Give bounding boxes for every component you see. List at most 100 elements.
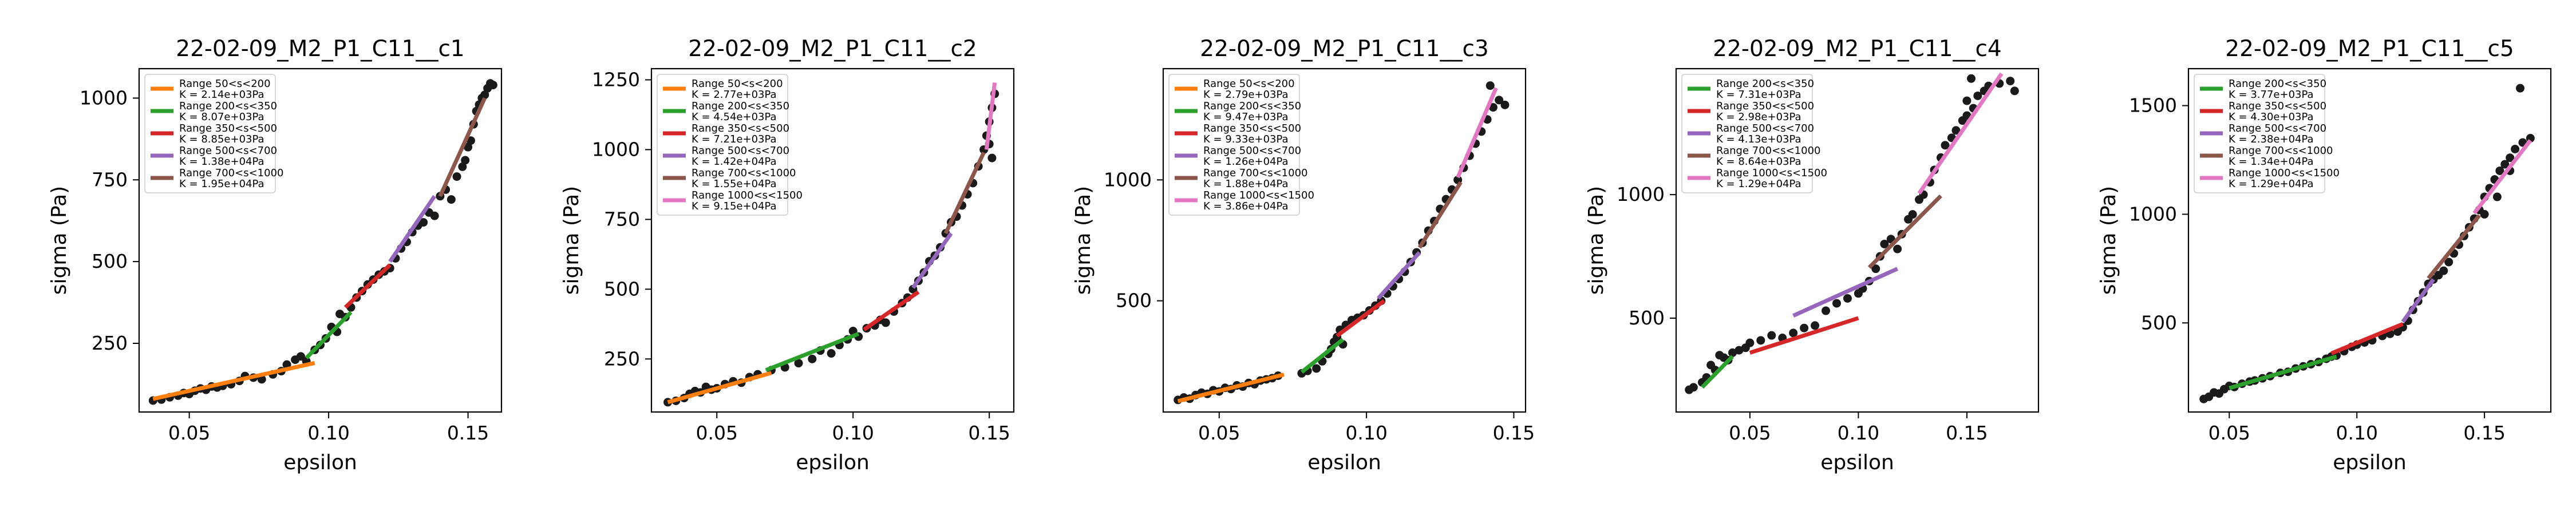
legend-modulus: K = 9.33e+03Pa [1203,133,1289,145]
data-point [1488,103,1498,112]
x-axis-label: epsilon [283,451,357,474]
y-tick-label: 1000 [80,86,128,109]
fit-line [765,332,859,373]
fit-line [343,263,392,309]
legend-label: Range 50<s<200 [179,78,271,90]
y-tick-label: 500 [2141,311,2177,334]
fit-line [863,290,920,331]
legend-modulus: K = 7.21e+03Pa [692,133,777,145]
data-point [1893,244,1902,253]
fit-line [2427,214,2481,280]
x-tick-label: 0.05 [2208,422,2250,444]
data-point [1689,383,1698,392]
data-point [1966,74,1976,83]
data-point [1767,331,1776,340]
data-point [1728,348,1737,357]
x-axis-label: epsilon [796,451,870,474]
legend-modulus: K = 2.79e+03Pa [1203,89,1289,101]
fit-line [2401,278,2435,323]
fit-line [305,311,353,360]
data-point [1962,96,1971,105]
y-tick-label: 500 [1116,290,1152,312]
y-tick-label: 1000 [592,138,640,160]
data-point [2506,153,2515,163]
data-point [1951,126,1961,135]
data-point [1485,81,1495,90]
legend-box [1168,74,1300,216]
fit-line [1456,87,1498,179]
legend-label: Range 500<s<700 [692,145,789,157]
legend-modulus: K = 4.54e+03Pa [692,111,777,123]
fit-line [2330,322,2404,355]
x-axis-label: epsilon [1820,451,1894,474]
legend-modulus: K = 1.34e+04Pa [2229,156,2314,168]
data-point [447,195,456,204]
legend-modulus: K = 1.42e+04Pa [692,156,777,168]
data-point [1908,210,1917,219]
fit-line [667,371,772,405]
plot-frame [1675,68,2040,413]
fit-line [438,97,487,197]
plot-title: 22-02-09_M2_P1_C11__c4 [1713,36,2001,62]
y-tick-label: 1500 [2129,94,2177,117]
x-tick-label: 0.05 [1198,422,1240,444]
legend-label: Range 350<s<500 [1203,122,1301,134]
data-point [1880,239,1889,248]
y-tick-label: 500 [604,278,640,300]
data-point [2495,166,2504,175]
legend-modulus: K = 1.55e+04Pa [692,178,777,190]
plot-frame [1162,68,1527,413]
data-point [2480,209,2489,219]
data-point [466,136,475,145]
fit-line [984,82,997,150]
legend-label: Range 700<s<1000 [1203,167,1307,179]
data-point [1832,299,1841,308]
data-point [881,318,890,327]
data-point [1312,364,1321,373]
legend-label: Range 1000<s<1500 [1716,167,1827,179]
legend-modulus: K = 1.95e+04Pa [179,178,264,190]
x-tick-label: 0.15 [1493,422,1535,444]
legend-modulus: K = 8.64e+03Pa [1716,156,1801,168]
data-point [1789,328,1798,338]
legend-label: Range 700<s<1000 [692,167,796,179]
legend-modulus: K = 7.31e+03Pa [1716,89,1801,101]
data-point [2006,77,2015,86]
x-tick-label: 0.10 [307,422,349,444]
legend-label: Range 700<s<1000 [1716,145,1820,157]
data-point [808,354,817,363]
y-axis-label: sigma (Pa) [48,186,71,295]
data-point [1745,338,1755,347]
legend-label: Range 50<s<200 [692,78,783,90]
y-tick-label: 1250 [592,69,640,91]
data-point [2492,192,2502,201]
data-point [419,218,428,227]
data-point [430,211,439,220]
y-axis-label: sigma (Pa) [1585,186,1608,295]
legend-label: Range 500<s<700 [1203,145,1301,157]
legend-modulus: K = 1.29e+04Pa [2229,178,2314,190]
legend-modulus: K = 8.07e+03Pa [179,111,264,123]
y-axis-label: sigma (Pa) [2097,186,2120,295]
x-tick-label: 0.10 [1838,422,1879,444]
data-point [488,81,497,90]
y-tick-label: 1000 [1617,183,1665,205]
data-point [458,162,467,171]
data-point [2010,86,2019,96]
plot-title: 22-02-09_M2_P1_C11__c2 [688,36,977,62]
fit-line [1749,316,1859,355]
fit-line [152,360,315,401]
x-tick-label: 0.15 [968,422,1010,444]
y-tick-label: 500 [92,250,128,272]
data-point [1822,306,1831,315]
legend-box [657,74,788,216]
legend-modulus: K = 8.85e+03Pa [179,133,264,145]
legend-label: Range 700<s<1000 [2229,145,2333,157]
plot-frame [138,68,503,413]
y-tick-label: 500 [1629,307,1665,329]
legend-box [144,74,276,193]
fit-line [1417,181,1463,249]
fit-line [1177,373,1285,403]
